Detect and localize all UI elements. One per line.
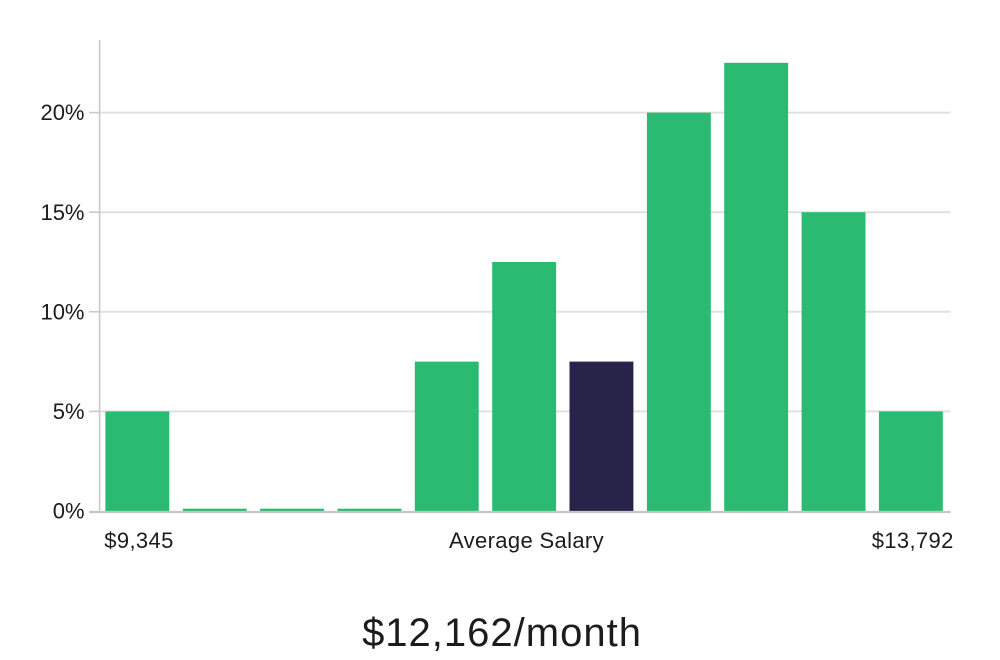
svg-text:20%: 20%: [40, 100, 84, 125]
svg-text:0%: 0%: [53, 499, 85, 524]
svg-text:10%: 10%: [40, 299, 84, 324]
svg-text:$13,792: $13,792: [872, 528, 954, 553]
svg-text:Average Salary: Average Salary: [449, 528, 604, 553]
svg-text:$9,345: $9,345: [104, 528, 173, 553]
svg-text:15%: 15%: [40, 200, 84, 225]
svg-text:5%: 5%: [53, 399, 85, 424]
svg-text:$12,162/month: $12,162/month: [362, 611, 642, 655]
